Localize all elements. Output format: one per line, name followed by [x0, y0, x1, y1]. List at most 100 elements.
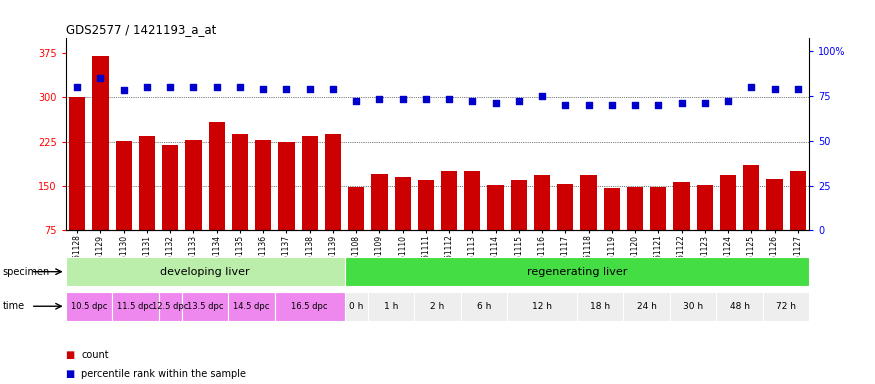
- Text: 12 h: 12 h: [532, 302, 552, 311]
- Point: [326, 86, 340, 92]
- Point: [233, 84, 247, 90]
- Text: specimen: specimen: [3, 266, 50, 277]
- Bar: [763, 292, 809, 321]
- Bar: [368, 292, 414, 321]
- Point: [558, 102, 572, 108]
- Point: [651, 102, 665, 108]
- Point: [349, 98, 363, 104]
- Bar: [208, 122, 225, 230]
- Point: [140, 84, 154, 90]
- Point: [466, 98, 480, 104]
- Bar: [158, 292, 182, 321]
- Text: ■: ■: [66, 350, 75, 360]
- Bar: [275, 292, 345, 321]
- Bar: [465, 171, 480, 230]
- Bar: [487, 185, 504, 230]
- Bar: [112, 292, 158, 321]
- Text: 11.5 dpc: 11.5 dpc: [117, 302, 153, 311]
- Text: time: time: [3, 301, 24, 311]
- Point: [396, 96, 410, 103]
- Bar: [441, 171, 458, 230]
- Text: 2 h: 2 h: [430, 302, 444, 311]
- Point: [442, 96, 456, 103]
- Text: count: count: [81, 350, 109, 360]
- Bar: [417, 180, 434, 230]
- Point: [697, 100, 711, 106]
- Bar: [371, 174, 388, 230]
- Bar: [69, 98, 86, 230]
- Bar: [674, 182, 690, 230]
- Point: [256, 86, 270, 92]
- Point: [675, 100, 689, 106]
- Bar: [626, 187, 643, 230]
- Bar: [232, 134, 248, 230]
- Bar: [623, 292, 670, 321]
- Bar: [278, 142, 295, 230]
- Point: [279, 86, 293, 92]
- Point: [116, 88, 130, 94]
- Text: 0 h: 0 h: [349, 302, 363, 311]
- Bar: [534, 175, 550, 230]
- Bar: [302, 136, 318, 230]
- Point: [373, 96, 387, 103]
- Bar: [461, 292, 507, 321]
- Bar: [766, 179, 782, 230]
- Bar: [348, 187, 364, 230]
- Bar: [696, 185, 713, 230]
- Point: [488, 100, 502, 106]
- Bar: [580, 175, 597, 230]
- Point: [512, 98, 526, 104]
- Bar: [228, 292, 275, 321]
- Bar: [139, 136, 155, 230]
- Bar: [557, 184, 573, 230]
- Bar: [93, 56, 108, 230]
- Bar: [395, 177, 410, 230]
- Bar: [162, 145, 178, 230]
- Bar: [743, 166, 760, 230]
- Point: [210, 84, 224, 90]
- Text: developing liver: developing liver: [160, 266, 250, 277]
- Bar: [66, 292, 112, 321]
- Bar: [255, 140, 271, 230]
- Bar: [650, 187, 667, 230]
- Point: [419, 96, 433, 103]
- Point: [791, 86, 805, 92]
- Text: 1 h: 1 h: [384, 302, 398, 311]
- Bar: [511, 180, 527, 230]
- Text: 48 h: 48 h: [730, 302, 750, 311]
- Point: [186, 84, 200, 90]
- Text: 72 h: 72 h: [776, 302, 796, 311]
- Point: [164, 84, 178, 90]
- Point: [628, 102, 642, 108]
- Bar: [604, 188, 620, 230]
- Text: 16.5 dpc: 16.5 dpc: [291, 302, 328, 311]
- Text: 12.5 dpc: 12.5 dpc: [152, 302, 188, 311]
- Bar: [670, 292, 717, 321]
- Bar: [717, 292, 763, 321]
- Point: [745, 84, 759, 90]
- Text: 18 h: 18 h: [590, 302, 610, 311]
- Point: [94, 75, 108, 81]
- Bar: [116, 141, 132, 230]
- Bar: [789, 171, 806, 230]
- Text: GDS2577 / 1421193_a_at: GDS2577 / 1421193_a_at: [66, 23, 216, 36]
- Bar: [720, 175, 736, 230]
- Bar: [414, 292, 461, 321]
- Text: 24 h: 24 h: [637, 302, 656, 311]
- Text: regenerating liver: regenerating liver: [527, 266, 627, 277]
- Bar: [186, 140, 201, 230]
- Text: 10.5 dpc: 10.5 dpc: [71, 302, 107, 311]
- Bar: [345, 257, 809, 286]
- Bar: [577, 292, 623, 321]
- Bar: [66, 257, 345, 286]
- Text: 13.5 dpc: 13.5 dpc: [187, 302, 223, 311]
- Bar: [507, 292, 577, 321]
- Point: [536, 93, 550, 99]
- Text: ■: ■: [66, 369, 75, 379]
- Bar: [325, 134, 341, 230]
- Bar: [345, 292, 368, 321]
- Point: [767, 86, 781, 92]
- Point: [303, 86, 317, 92]
- Point: [70, 84, 84, 90]
- Point: [605, 102, 619, 108]
